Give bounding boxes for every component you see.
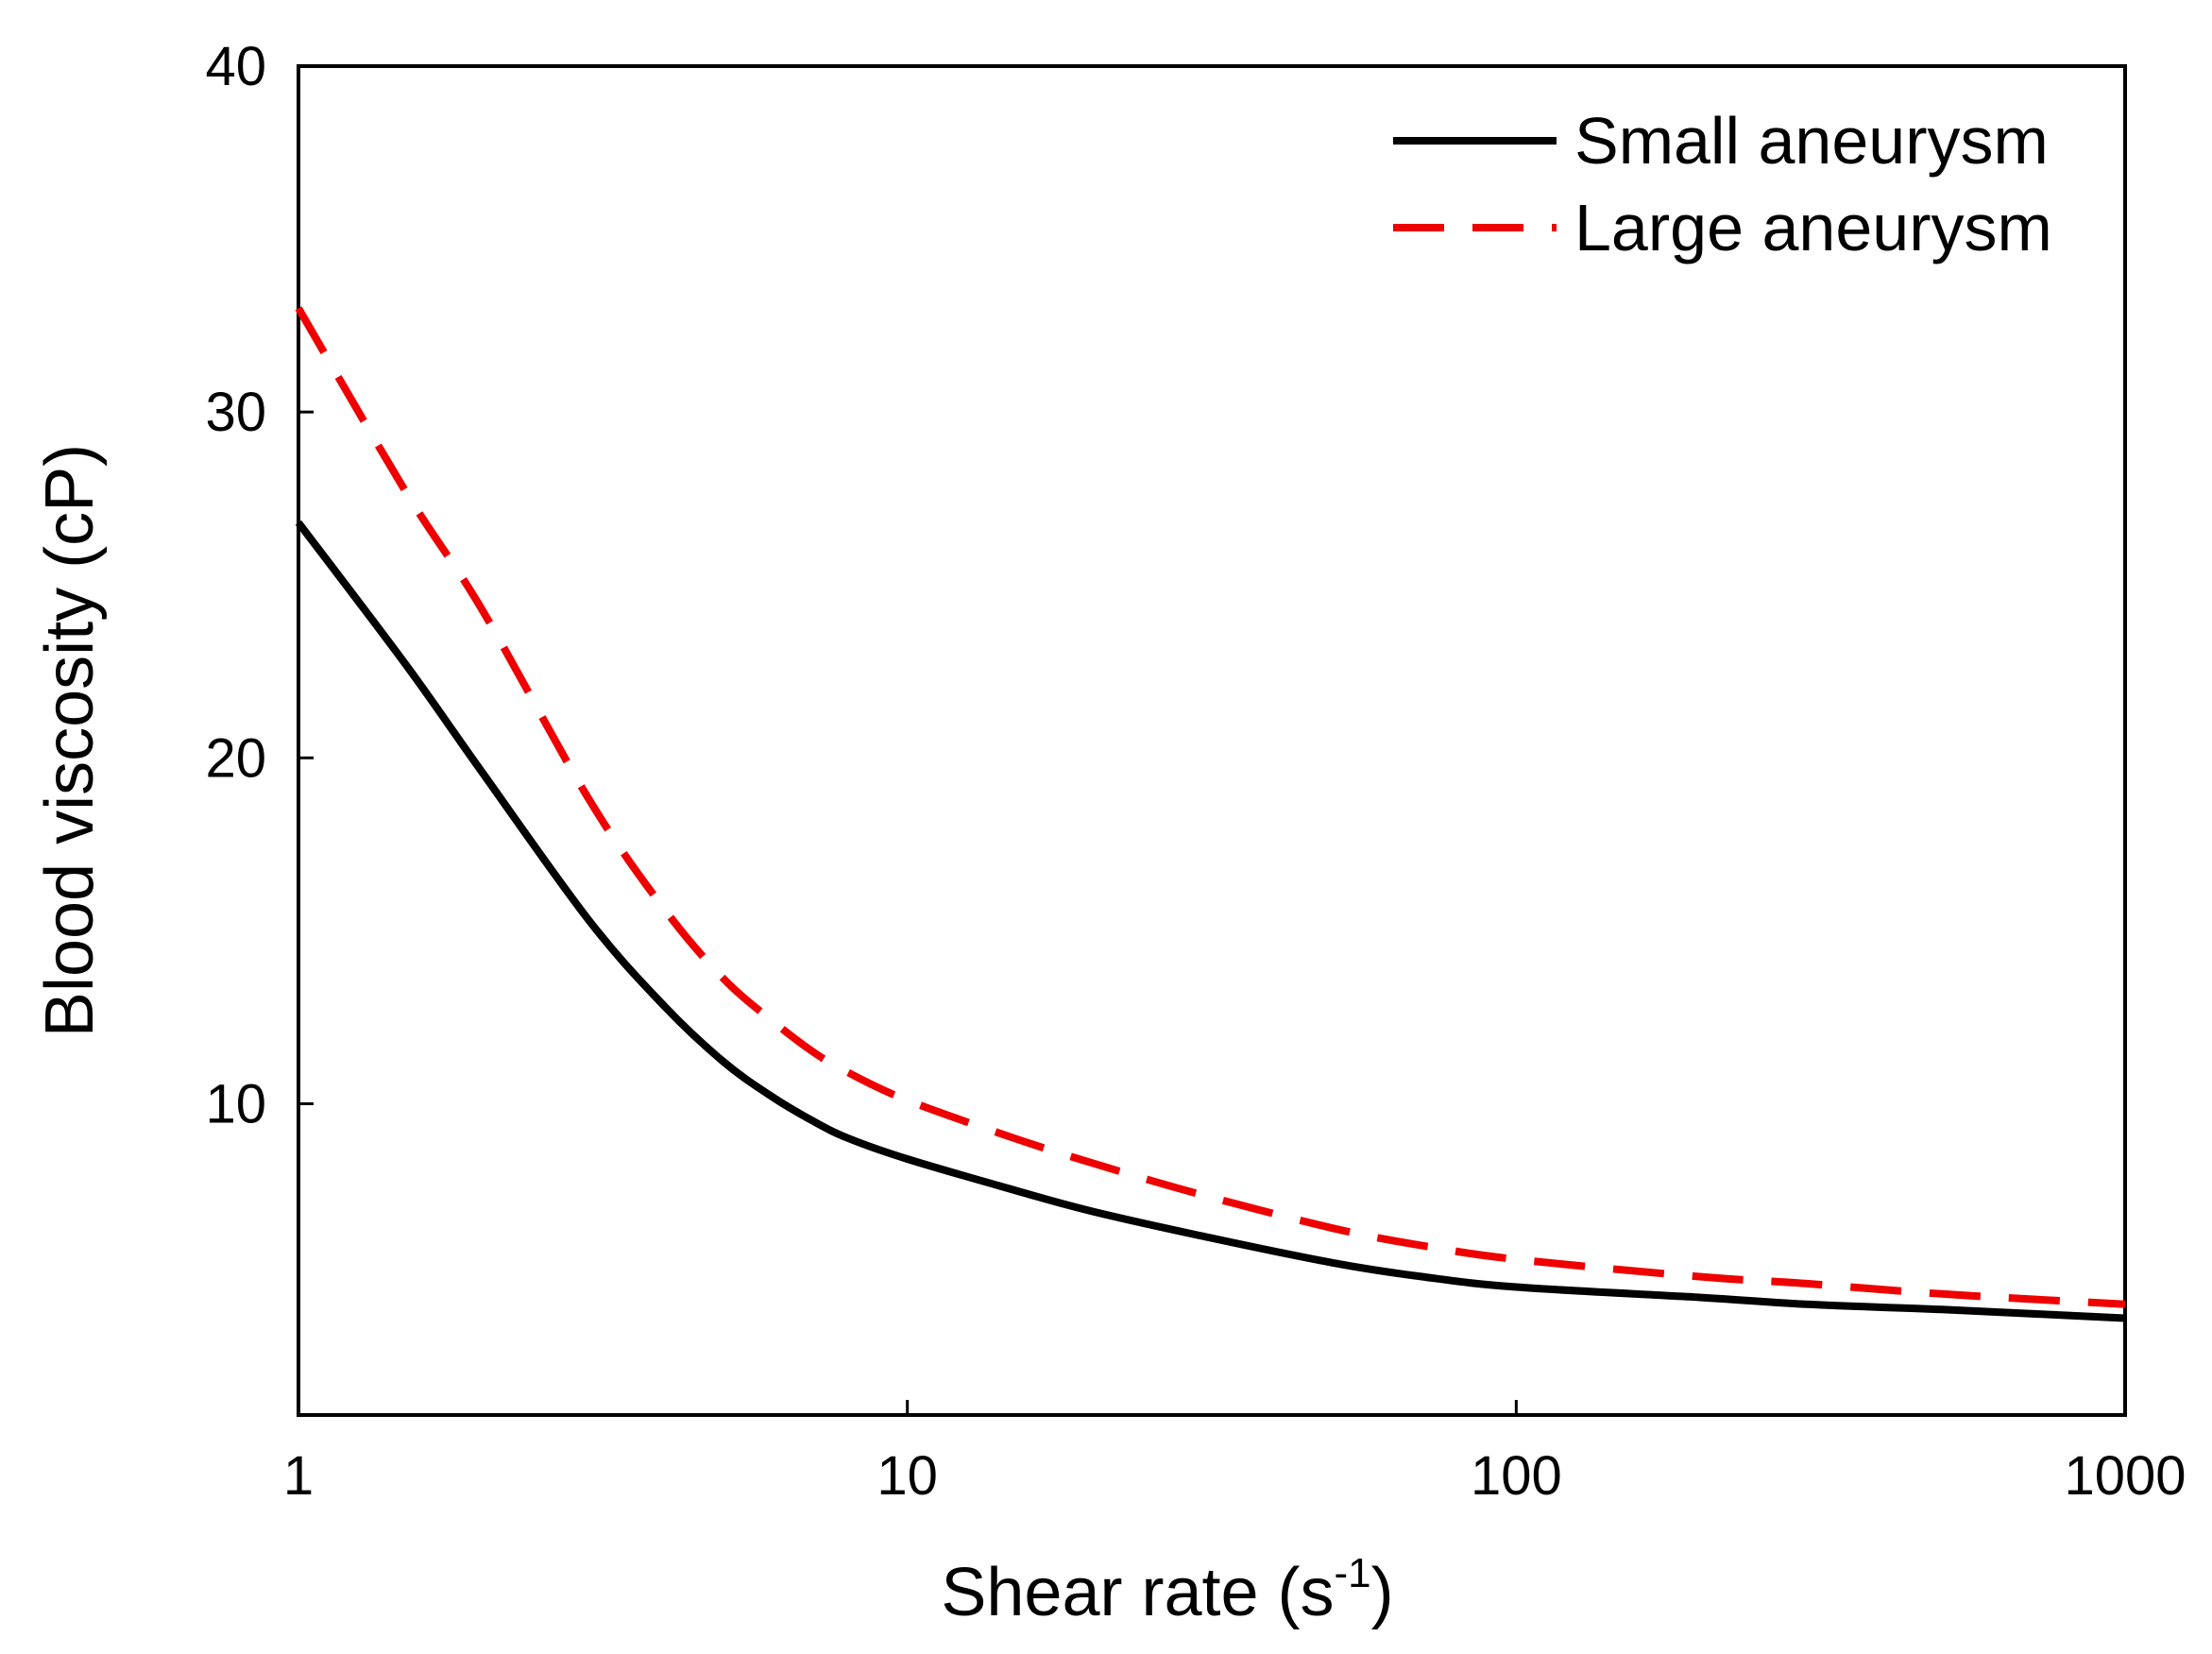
x-axis-title-superscript: -1: [1335, 1550, 1371, 1596]
axis-ticks: [297, 64, 2127, 1415]
y-tick-label-10: 10: [205, 1073, 266, 1134]
x-tick-label-1000: 1000: [2064, 1445, 2186, 1507]
x-tick-label-100: 100: [1471, 1445, 1562, 1507]
y-tick-label-40: 40: [205, 36, 266, 97]
x-tick-label-1: 1: [283, 1445, 314, 1507]
legend: Small aneurysm Large aneurysm: [1393, 104, 2052, 264]
y-tick-label-30: 30: [205, 382, 266, 443]
y-axis-title: Blood viscosity (cP): [32, 444, 108, 1037]
x-axis-title: Shear rate (s-1): [941, 1550, 1393, 1630]
y-tick-label-20: 20: [205, 727, 266, 789]
x-axis-title-suffix: ): [1371, 1555, 1394, 1630]
series-line-large-aneurysm: [295, 306, 2126, 1308]
legend-label-large-aneurysm: Large aneurysm: [1574, 191, 2052, 264]
x-tick-label-10: 10: [876, 1445, 938, 1507]
series-group: [295, 306, 2126, 1322]
axis-tick-labels: 1 10 100 1000 10 20 30 40: [205, 36, 2186, 1507]
series-line-small-aneurysm: [295, 520, 2126, 1322]
plot-area-frame: [297, 64, 2127, 1417]
legend-label-small-aneurysm: Small aneurysm: [1574, 104, 2049, 178]
